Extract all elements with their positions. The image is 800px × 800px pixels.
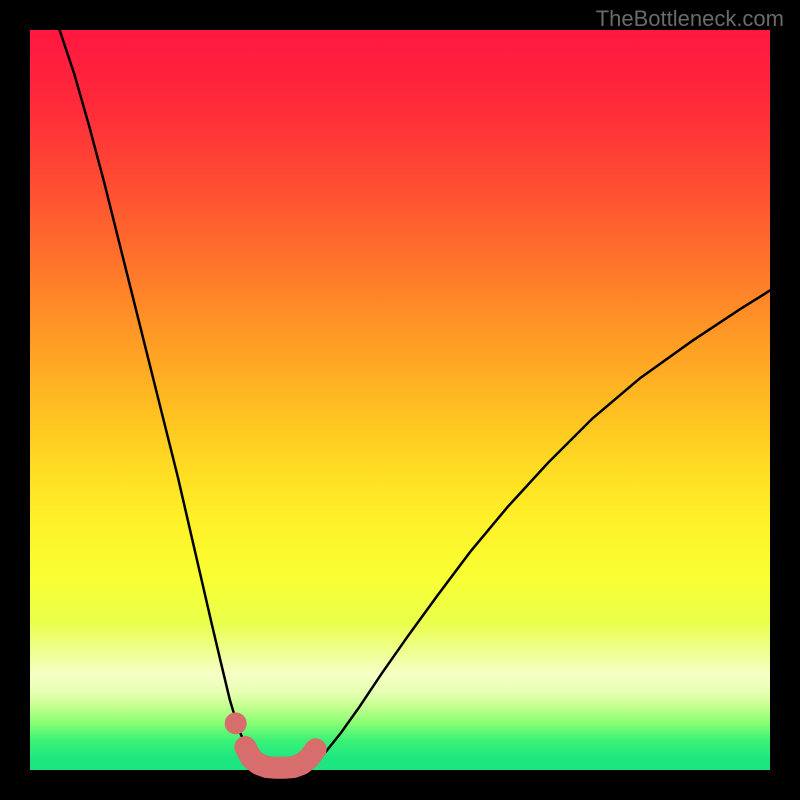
bottleneck-chart: TheBottleneck.com xyxy=(0,0,800,800)
chart-svg xyxy=(0,0,800,800)
plot-gradient-background xyxy=(30,30,770,770)
watermark-text: TheBottleneck.com xyxy=(596,6,784,32)
marker-dot xyxy=(225,712,247,734)
